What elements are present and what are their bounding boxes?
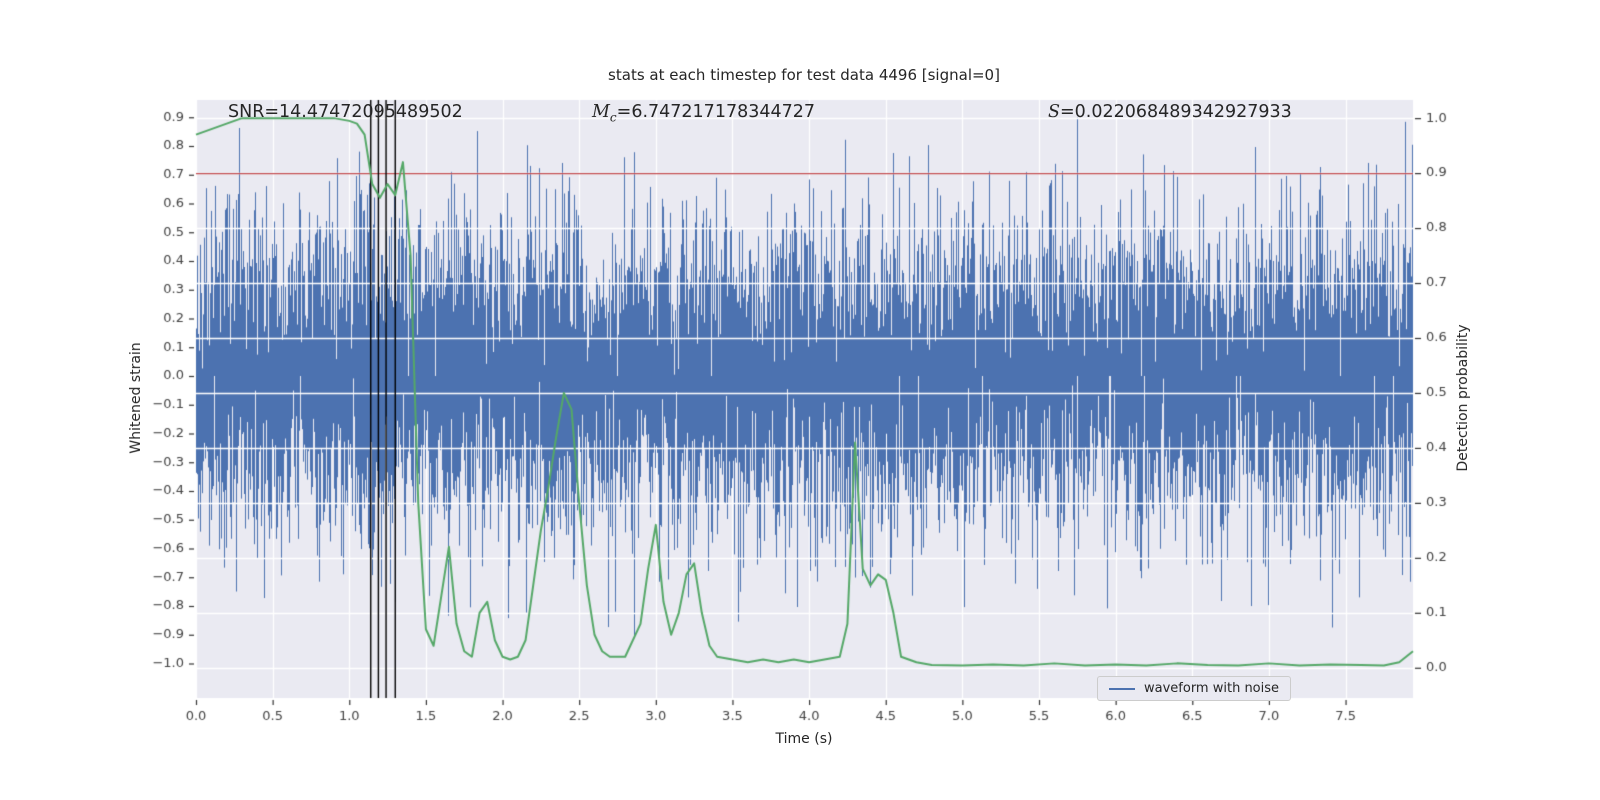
- legend-line-sample: [1109, 687, 1135, 690]
- stat-annotation: S=0.022068489342927933: [1048, 102, 1292, 122]
- chirp-mass-annotation: Mc=6.747217178344727: [592, 102, 815, 125]
- snr-text: SNR=14.47472095489502: [228, 102, 463, 122]
- x-axis-label: Time (s): [775, 731, 833, 747]
- right-axis-label: Detection probability: [1455, 324, 1471, 472]
- left-axis-label: Whitened strain: [128, 342, 144, 454]
- stat-symbol: S: [1048, 102, 1060, 122]
- chirp-mass-symbol: M: [592, 102, 610, 122]
- snr-annotation: SNR=14.47472095489502: [228, 102, 463, 122]
- stat-value: =0.022068489342927933: [1060, 102, 1292, 122]
- chart-title: stats at each timestep for test data 449…: [608, 66, 1000, 84]
- legend-label: waveform with noise: [1144, 681, 1280, 696]
- chirp-mass-value: =6.747217178344727: [616, 102, 816, 122]
- chirp-mass-subscript: c: [609, 110, 617, 125]
- legend: waveform with noise: [1097, 676, 1292, 701]
